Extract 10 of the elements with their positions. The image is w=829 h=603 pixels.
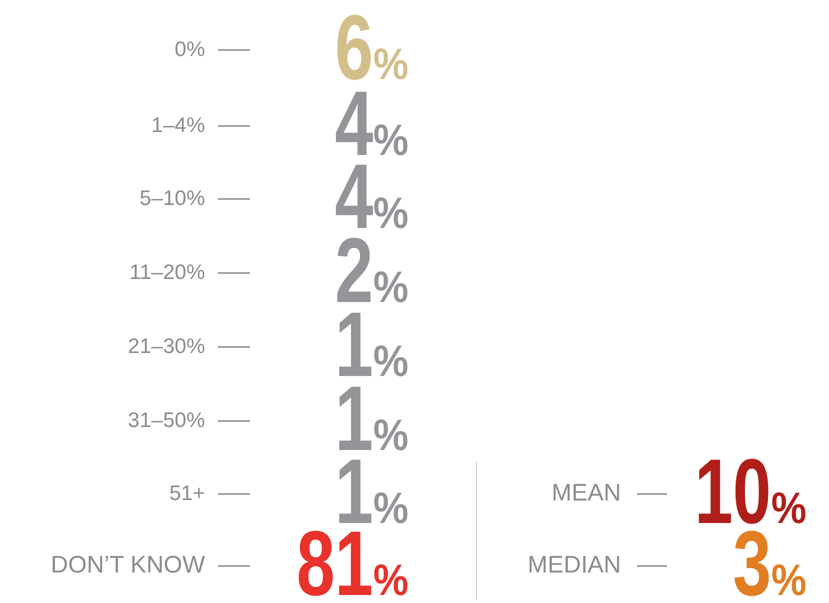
category-label: 0% [174,38,205,61]
category-label: 5–10% [140,186,205,210]
category-label: 51+ [169,482,205,505]
category-label: MEAN [552,480,621,507]
category-label: MEDIAN [528,552,621,579]
category-label: DON’T KNOW [50,552,206,579]
category-label: 11–20% [129,260,205,284]
category-label: 31–50% [128,408,205,432]
category-label: 1–4% [151,114,205,137]
category-label: 21–30% [128,334,205,358]
